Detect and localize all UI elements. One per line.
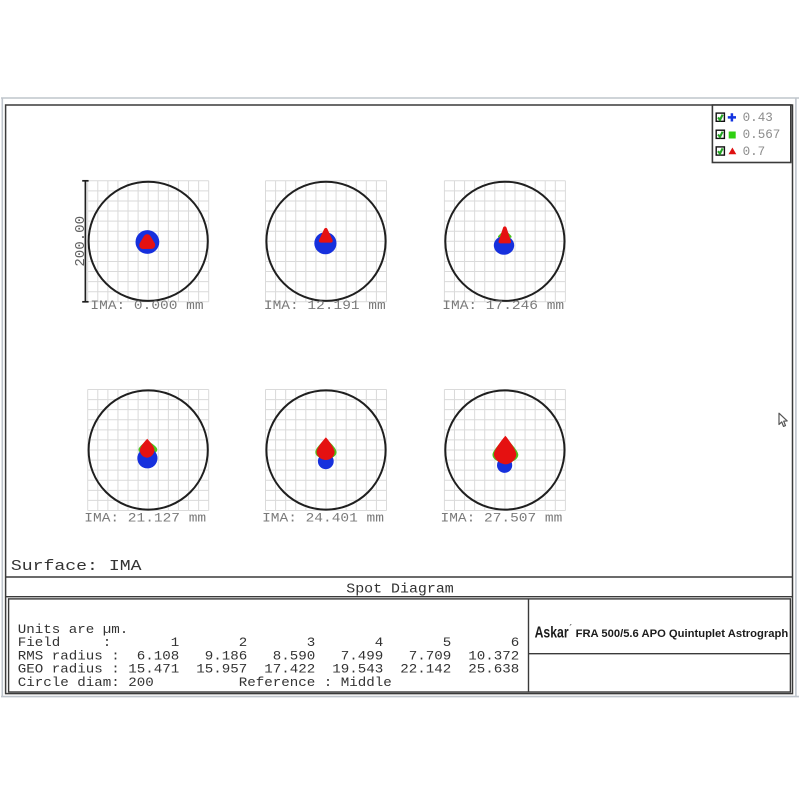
- svg-text:IMA: 27.507 mm: IMA: 27.507 mm: [441, 510, 563, 525]
- svg-text:Units are µm.: Units are µm.: [18, 623, 129, 637]
- svg-text:IMA: 12.191 mm: IMA: 12.191 mm: [264, 298, 386, 313]
- svg-text:IMA: 21.127 mm: IMA: 21.127 mm: [84, 510, 206, 525]
- svg-text:IMA: 0.000 mm: IMA: 0.000 mm: [90, 298, 203, 313]
- svg-text:IMA: 24.401 mm: IMA: 24.401 mm: [262, 510, 384, 525]
- svg-text:´: ´: [569, 624, 572, 633]
- svg-text:200.00: 200.00: [74, 216, 89, 267]
- svg-text:GEO radius : 15.471 15.957 1: GEO radius : 15.471 15.957 17.422 19.543…: [18, 663, 520, 677]
- svg-text:RMS radius : 6.108 9.186: RMS radius : 6.108 9.186 8.590 7.499 7.7…: [18, 649, 520, 663]
- svg-text:Surface: IMA: Surface: IMA: [11, 558, 142, 575]
- svg-text:IMA: 17.246 mm: IMA: 17.246 mm: [442, 298, 564, 313]
- svg-text:FRA 500/5.6 APO Quintuplet Ast: FRA 500/5.6 APO Quintuplet Astrograph: [576, 628, 789, 640]
- svg-text:Askar: Askar: [535, 625, 569, 642]
- svg-text:0.43: 0.43: [743, 111, 773, 125]
- svg-text:0.567: 0.567: [743, 128, 781, 142]
- svg-text:Circle diam: 200 Refe: Circle diam: 200 Reference : Middle: [18, 676, 392, 690]
- svg-text:Field : 1 2: Field : 1 2 3 4 5 6: [18, 636, 520, 650]
- svg-text:0.7: 0.7: [743, 145, 766, 159]
- svg-text:Spot Diagram: Spot Diagram: [346, 583, 454, 598]
